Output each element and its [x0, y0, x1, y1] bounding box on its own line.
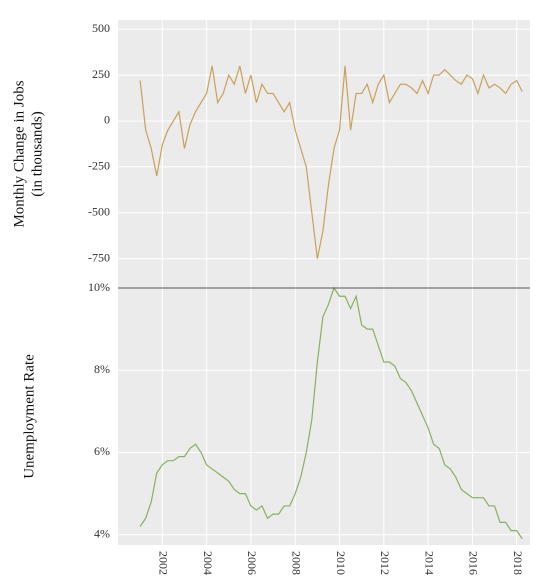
panel-background [118, 20, 530, 288]
line [139, 65, 523, 259]
y-axis-title: Monthly Change in Jobs [11, 80, 27, 227]
y-tick-label: -500 [88, 204, 110, 218]
panel-background [118, 288, 530, 545]
y-tick-label: 500 [92, 21, 110, 35]
x-tick-label: 2006 [245, 551, 259, 575]
x-tick-label: 2018 [511, 551, 525, 575]
x-tick-label: 2002 [157, 551, 171, 575]
y-tick-label: 6% [94, 444, 110, 458]
y-tick-label: 250 [92, 67, 110, 81]
y-tick-label: 10% [88, 280, 110, 294]
y-tick-label: 8% [94, 362, 110, 376]
x-tick-label: 2012 [378, 551, 392, 575]
y-tick-label: -750 [88, 250, 110, 264]
x-tick-label: 2014 [422, 551, 436, 575]
x-tick-label: 2008 [289, 551, 303, 575]
y-tick-label: 4% [94, 526, 110, 540]
y-axis-title: (in thousands) [29, 111, 45, 196]
x-tick-label: 2010 [334, 551, 348, 575]
x-tick-label: 2016 [467, 551, 481, 575]
y-tick-label: -250 [88, 159, 110, 173]
x-tick-label: 2004 [201, 551, 215, 575]
y-tick-label: 0 [104, 113, 110, 127]
y-axis-title: Unemployment Rate [21, 354, 37, 479]
line [139, 286, 523, 540]
